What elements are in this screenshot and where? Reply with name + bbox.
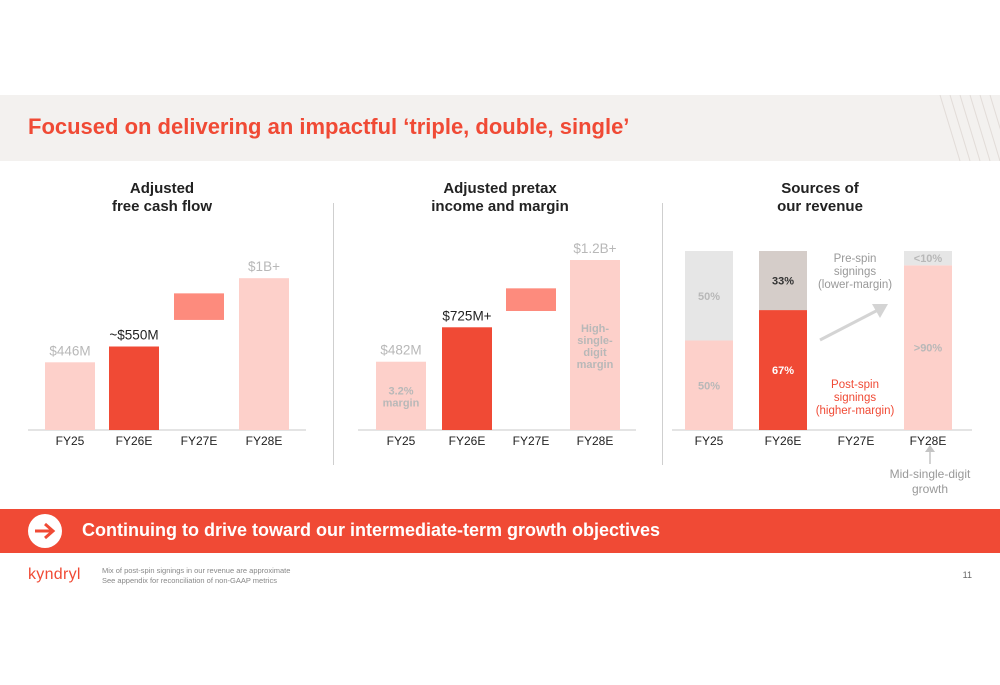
chart-title-fcf: Adjusted free cash flow [52,180,272,216]
x-tick-label: FY27E [181,434,218,448]
x-tick-label: FY28E [577,434,614,448]
post-spin-annotation: Post-spin [831,379,879,391]
kyndryl-logo: kyndryl [28,566,81,583]
x-tick-label: FY28E [910,434,947,448]
post-spin-annotation: signings [834,392,876,404]
chart-title-revenue: Sources of our revenue [710,180,930,216]
banner [0,509,1000,553]
segment-label: 50% [698,380,720,392]
trend-arrow-head [872,304,888,318]
bar-inner-label: 3.2% [388,386,413,398]
bar [506,288,556,311]
decorative-lines [939,95,1000,161]
trend-arrow-line [819,308,879,342]
bar [174,293,224,320]
bar [45,362,95,430]
x-tick-label: FY25 [695,434,724,448]
segment-label: 50% [698,291,720,303]
x-tick-label: FY26E [765,434,802,448]
page-title: Focused on delivering an impactful ‘trip… [28,114,630,139]
chart-divider [662,203,663,465]
growth-annotation: growth [912,482,948,496]
x-tick-label: FY25 [387,434,416,448]
footnote: See appendix for reconciliation of non-G… [102,576,277,585]
segment-label: 67% [772,365,794,377]
bar-value-label: $725M+ [442,308,491,323]
bar-inner-label: single- [577,335,613,347]
bar [442,327,492,430]
chart-title-line: Adjusted [129,180,195,197]
stacked-bar-segment [759,310,807,430]
stacked-bar-segment [904,251,952,266]
post-spin-annotation: (higher-margin) [816,405,895,417]
bar [239,278,289,430]
segment-label: 33% [772,276,794,288]
bar [570,260,620,430]
bar-inner-label: High- [581,323,609,335]
bar-inner-label: margin [383,398,420,410]
bar-value-label: $1.2B+ [573,241,616,256]
chart-title-line: Adjusted pretax [443,180,557,197]
stacked-bar-segment [685,340,733,430]
x-tick-label: FY27E [838,434,875,448]
x-tick-label: FY25 [56,434,85,448]
segment-label: <10% [914,253,943,265]
stacked-bar-segment [904,265,952,430]
bar [109,346,159,430]
bar-value-label: $482M [380,343,421,358]
bar-inner-label: digit [583,347,607,359]
bar [376,361,426,430]
arrow-right-icon [35,522,56,540]
chart-title-line: income and margin [431,198,569,215]
growth-annotation: Mid-single-digit [890,467,971,481]
pre-spin-annotation: (lower-margin) [818,279,892,291]
chart-divider [333,203,334,465]
segment-label: >90% [914,343,943,355]
stacked-bar-segment [685,251,733,341]
bar-value-label: $1B+ [248,259,280,274]
stacked-bar-segment [759,251,807,311]
footnote: Mix of post-spin signings in our revenue… [102,566,291,575]
x-tick-label: FY27E [513,434,550,448]
chart-title-line: Sources of [781,180,859,197]
bar-value-label: $446M [49,343,90,358]
chart-title-pretax: Adjusted pretax income and margin [390,180,610,216]
header-band [0,95,1000,161]
pre-spin-annotation: Pre-spin [834,253,877,265]
growth-arrow-head [925,445,935,452]
chart-title-line: our revenue [777,198,863,215]
page-number: 11 [962,570,972,580]
bar-inner-label: margin [577,359,614,371]
chart-title-line: free cash flow [111,198,213,215]
bar-value-label: ~$550M [109,328,158,343]
x-tick-label: FY28E [246,434,283,448]
banner-text: Continuing to drive toward our intermedi… [82,520,661,540]
pre-spin-annotation: signings [834,266,876,278]
charts-canvas: $446M FY25 ~$550M FY26E FY27E $1B+ FY28E $482M 3… [28,241,972,496]
x-tick-label: FY26E [449,434,486,448]
x-tick-label: FY26E [116,434,153,448]
